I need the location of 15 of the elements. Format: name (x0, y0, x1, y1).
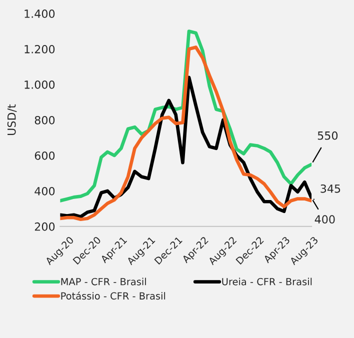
y-tick-label: 1.400 (24, 9, 55, 18)
legend-label: Potássio - CFR - Brasil (61, 292, 166, 300)
y-tick-label: 1.200 (24, 44, 55, 54)
y-axis-title: USD/t (7, 104, 17, 135)
annotation: 345 (320, 184, 340, 193)
annotation: 400 (314, 215, 335, 224)
y-tick-label: 800 (34, 116, 55, 124)
y-tick-label: 1.000 (24, 80, 55, 89)
legend-label: Ureia - CFR - Brasil (222, 278, 312, 286)
y-tick-label: 600 (34, 151, 55, 160)
line-series (60, 46, 312, 222)
y-tick-label: 200 (34, 222, 55, 231)
y-tick-label: 400 (34, 186, 55, 196)
legend-label: MAP - CFR - Brasil (61, 278, 146, 286)
annotation: 550 (318, 131, 338, 140)
